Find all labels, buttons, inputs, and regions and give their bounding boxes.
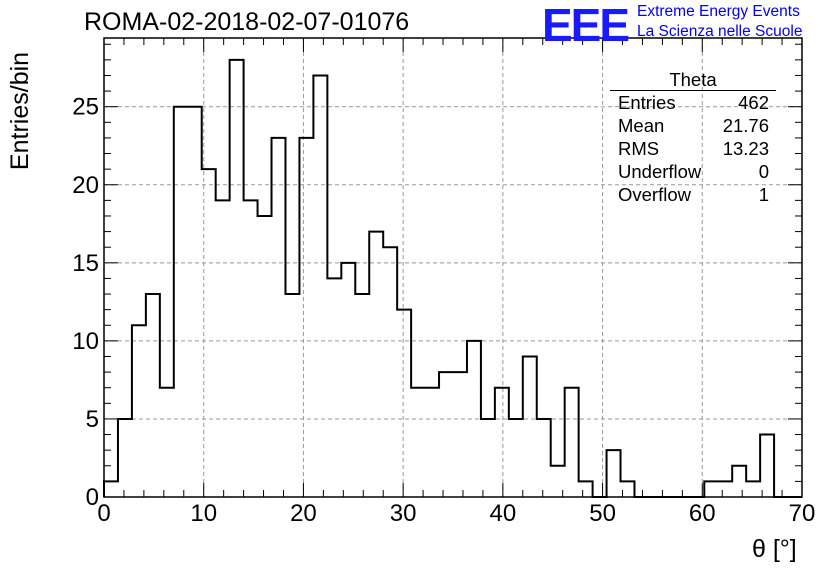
x-tick-label: 30	[390, 500, 417, 527]
y-tick-label: 0	[86, 484, 99, 511]
y-tick-label: 20	[72, 172, 99, 199]
histogram-bin	[230, 60, 244, 497]
histogram-bin	[174, 107, 188, 497]
histogram-bin	[146, 294, 160, 497]
x-tick-label: 0	[97, 500, 110, 527]
histogram-bin	[244, 200, 258, 497]
x-tick-label: 40	[490, 500, 517, 527]
stats-row-overflow: Overflow 1	[610, 183, 776, 206]
stats-label: RMS	[618, 138, 660, 159]
histogram-bin	[718, 481, 732, 497]
histogram-bin	[160, 388, 174, 497]
histogram-bin	[411, 388, 425, 497]
stats-value: 1	[758, 184, 769, 205]
histogram-bin	[439, 372, 453, 497]
histogram-bin	[467, 341, 481, 497]
histogram-bin	[355, 294, 369, 497]
histogram-bin	[383, 247, 397, 497]
y-tick-label: 15	[72, 250, 99, 277]
x-tick-label: 20	[290, 500, 317, 527]
histogram-bin	[523, 356, 537, 497]
stats-row-mean: Mean 21.76	[610, 114, 776, 137]
x-tick-label: 70	[789, 500, 816, 527]
histogram-bin	[732, 466, 746, 497]
histogram-bin	[607, 450, 621, 497]
histogram-bin	[551, 466, 565, 497]
stats-value: 462	[738, 92, 769, 113]
histogram-bin	[258, 216, 272, 497]
histogram-bin	[509, 419, 523, 497]
x-tick-label: 60	[689, 500, 716, 527]
logo-tagline-1: Extreme Energy Events	[637, 3, 800, 20]
x-axis-label: θ [°]	[752, 535, 797, 563]
histogram-bin	[341, 263, 355, 497]
x-tick-label: 10	[190, 500, 217, 527]
stats-box: Theta Entries 462 Mean 21.76 RMS 13.23 U…	[610, 70, 776, 206]
histogram-bin	[453, 372, 467, 497]
histogram-bin	[621, 481, 635, 497]
histogram-bin	[746, 481, 760, 497]
histogram-bin	[299, 138, 313, 497]
histogram-bin	[285, 294, 299, 497]
histogram-bin	[132, 325, 146, 497]
stats-label: Mean	[618, 115, 665, 136]
y-axis-label: Entries/bin	[6, 51, 34, 171]
stats-value: 0	[758, 161, 769, 182]
histogram-bin	[272, 138, 286, 497]
histogram-bin	[104, 481, 118, 497]
histogram-bin	[397, 310, 411, 497]
histogram-outline	[103, 58, 802, 498]
histogram-bin	[118, 419, 132, 497]
histogram-bin	[760, 435, 774, 497]
histogram-bin	[216, 200, 230, 497]
stats-label: Underflow	[618, 161, 702, 182]
stats-label: Entries	[618, 92, 676, 113]
y-tick-label: 10	[72, 328, 99, 355]
x-tick-label: 50	[589, 500, 616, 527]
stats-row-rms: RMS 13.23	[610, 137, 776, 160]
chart-title: ROMA-02-2018-02-07-01076	[84, 8, 410, 36]
y-tick-label: 25	[72, 94, 99, 121]
eee-logo: EEE	[542, 0, 630, 51]
histogram-bin	[537, 419, 551, 497]
logo-tagline-2: La Scienza nelle Scuole	[637, 23, 803, 40]
histogram-bin	[704, 481, 718, 497]
histogram-bin	[481, 419, 495, 497]
y-tick-label: 5	[86, 406, 99, 433]
histogram-bin	[369, 232, 383, 497]
histogram-bin	[565, 388, 579, 497]
plot-frame	[103, 37, 803, 498]
histogram-bin	[425, 388, 439, 497]
histogram-bin	[188, 107, 202, 497]
histogram-bin	[313, 75, 327, 497]
stats-value: 13.23	[722, 138, 769, 159]
stats-value: 21.76	[722, 115, 769, 136]
histogram-bin	[327, 278, 341, 497]
histogram-bin	[495, 388, 509, 497]
histogram-bin	[579, 481, 593, 497]
stats-title: Theta	[610, 70, 776, 91]
stats-row-underflow: Underflow 0	[610, 160, 776, 183]
stats-label: Overflow	[618, 184, 691, 205]
stats-row-entries: Entries 462	[610, 91, 776, 114]
histogram-bin	[202, 169, 216, 497]
